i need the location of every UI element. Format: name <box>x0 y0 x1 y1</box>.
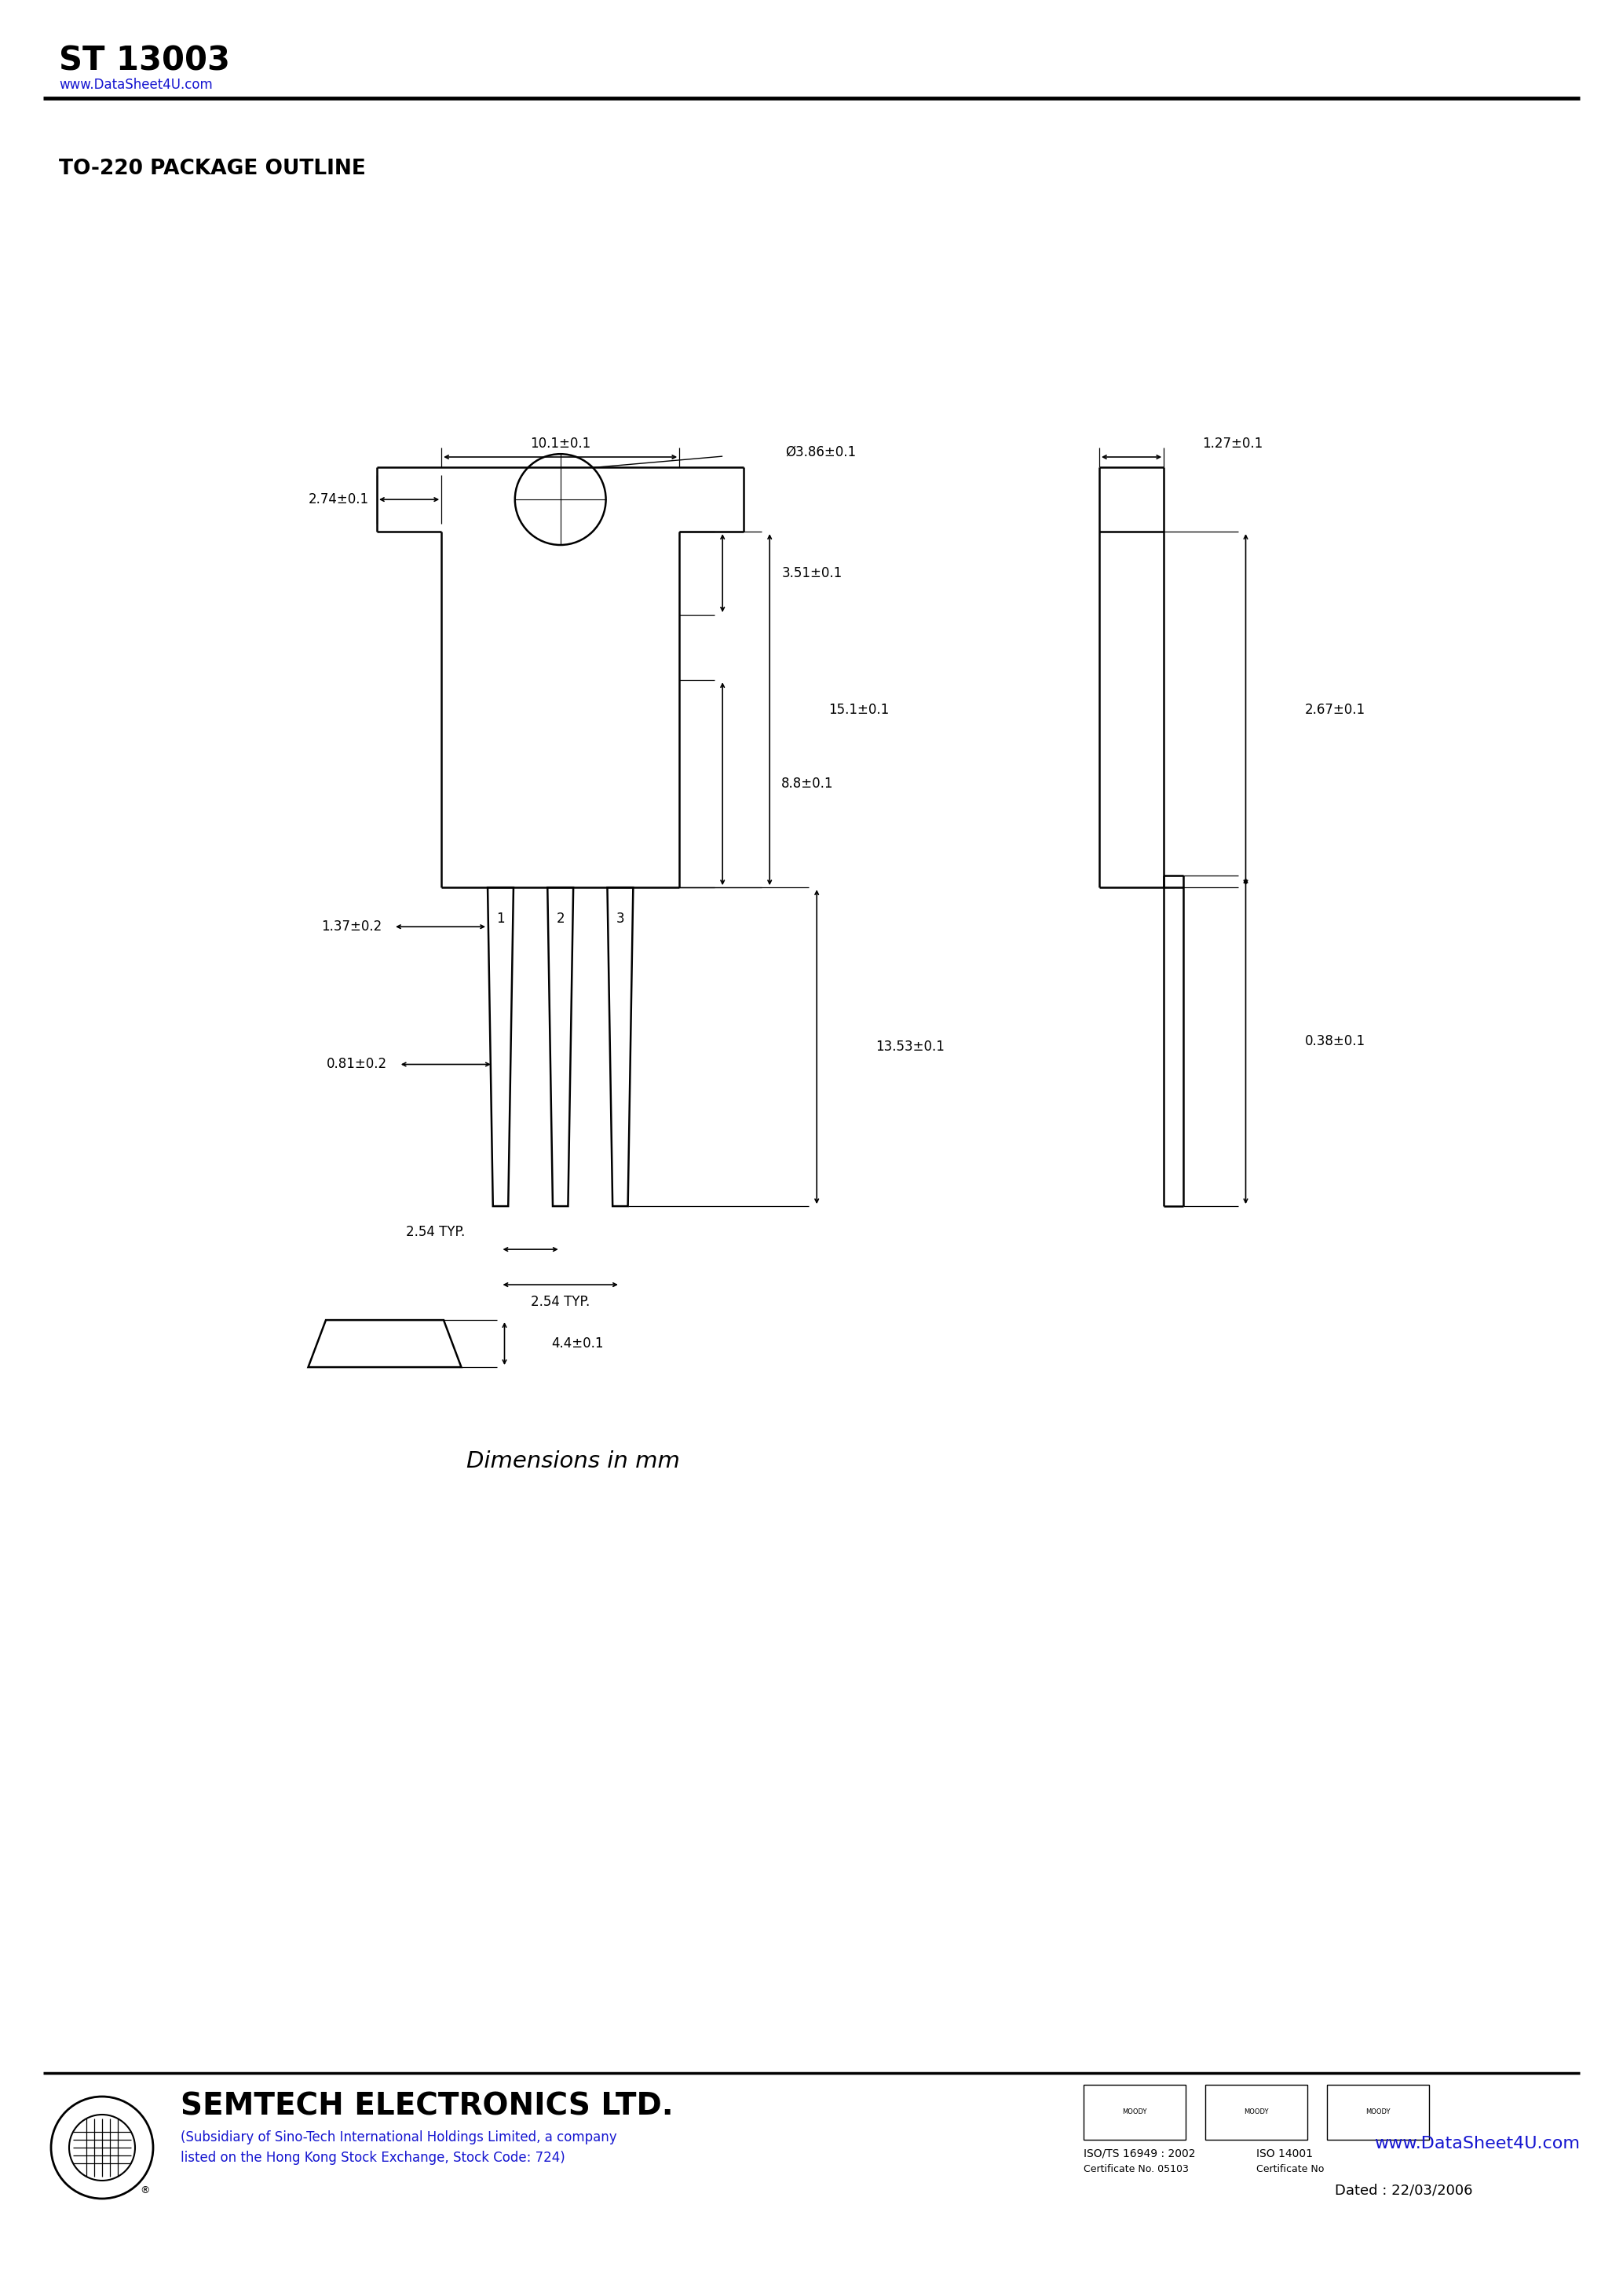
Text: Ø3.86±0.1: Ø3.86±0.1 <box>786 445 855 459</box>
Text: ISO 14001: ISO 14001 <box>1256 2149 1313 2158</box>
Text: www.DataSheet4U.com: www.DataSheet4U.com <box>58 78 213 92</box>
Text: 0.38±0.1: 0.38±0.1 <box>1305 1033 1365 1047</box>
Text: 2: 2 <box>557 912 565 925</box>
Text: Certificate No: Certificate No <box>1256 2165 1324 2174</box>
Text: 2.54 TYP.: 2.54 TYP. <box>531 1295 589 1309</box>
Text: 1: 1 <box>497 912 505 925</box>
Text: MOODY: MOODY <box>1121 2108 1147 2117</box>
Text: listed on the Hong Kong Stock Exchange, Stock Code: 724): listed on the Hong Kong Stock Exchange, … <box>180 2151 565 2165</box>
Text: 8.8±0.1: 8.8±0.1 <box>781 776 834 790</box>
Text: 2.54 TYP.: 2.54 TYP. <box>406 1226 466 1240</box>
Text: 2.67±0.1: 2.67±0.1 <box>1305 703 1365 716</box>
Text: Dated : 22/03/2006: Dated : 22/03/2006 <box>1334 2183 1472 2197</box>
Text: 3.51±0.1: 3.51±0.1 <box>781 567 842 581</box>
Bar <box>1084 2085 1186 2140</box>
Text: 2.74±0.1: 2.74±0.1 <box>308 491 368 507</box>
Text: (Subsidiary of Sino-Tech International Holdings Limited, a company: (Subsidiary of Sino-Tech International H… <box>180 2131 617 2144</box>
Text: 13.53±0.1: 13.53±0.1 <box>876 1040 945 1054</box>
Text: 1.27±0.1: 1.27±0.1 <box>1203 436 1263 450</box>
Text: www.DataSheet4U.com: www.DataSheet4U.com <box>1375 2135 1579 2151</box>
Text: 0.81±0.2: 0.81±0.2 <box>326 1056 386 1072</box>
Text: ISO/TS 16949 : 2002: ISO/TS 16949 : 2002 <box>1084 2149 1196 2158</box>
Text: SEMTECH ELECTRONICS LTD.: SEMTECH ELECTRONICS LTD. <box>180 2092 674 2122</box>
Text: Dimensions in mm: Dimensions in mm <box>466 1451 680 1472</box>
Text: 3: 3 <box>617 912 625 925</box>
Text: TO-220 PACKAGE OUTLINE: TO-220 PACKAGE OUTLINE <box>58 158 365 179</box>
Text: 4.4±0.1: 4.4±0.1 <box>552 1336 604 1350</box>
Text: 10.1±0.1: 10.1±0.1 <box>531 436 591 450</box>
Text: MOODY: MOODY <box>1243 2108 1269 2117</box>
Text: ®: ® <box>140 2186 151 2195</box>
Bar <box>1206 2085 1308 2140</box>
Text: 15.1±0.1: 15.1±0.1 <box>828 703 889 716</box>
Text: MOODY: MOODY <box>1365 2108 1391 2117</box>
Bar <box>1328 2085 1430 2140</box>
Text: 1.37±0.2: 1.37±0.2 <box>321 921 381 934</box>
Text: ST 13003: ST 13003 <box>58 44 230 78</box>
Text: Certificate No. 05103: Certificate No. 05103 <box>1084 2165 1188 2174</box>
